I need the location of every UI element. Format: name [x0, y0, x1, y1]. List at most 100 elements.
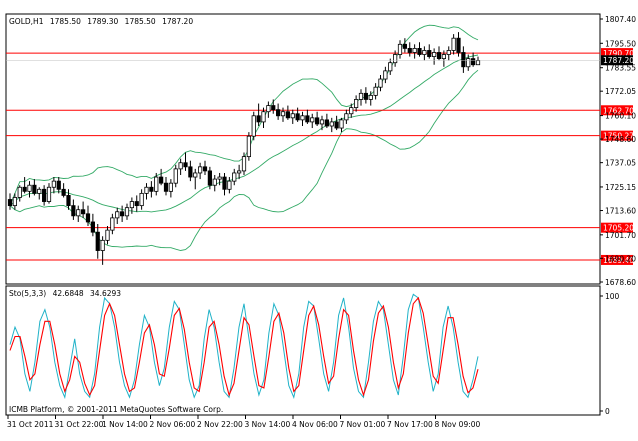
- candle[interactable]: [373, 83, 378, 100]
- candle[interactable]: [22, 177, 27, 194]
- candle[interactable]: [354, 95, 359, 112]
- candle[interactable]: [427, 44, 432, 59]
- candle[interactable]: [285, 105, 290, 120]
- candle[interactable]: [154, 172, 159, 196]
- candle[interactable]: [76, 205, 81, 222]
- candle[interactable]: [280, 107, 286, 122]
- candle[interactable]: [81, 201, 86, 218]
- candle[interactable]: [100, 236, 105, 265]
- candle[interactable]: [383, 66, 388, 84]
- candle[interactable]: [393, 50, 398, 67]
- candle[interactable]: [246, 132, 251, 161]
- candle[interactable]: [149, 181, 154, 198]
- candle[interactable]: [456, 32, 461, 57]
- candle[interactable]: [12, 193, 17, 210]
- candle[interactable]: [237, 164, 242, 180]
- candle[interactable]: [358, 89, 364, 106]
- candle[interactable]: [349, 103, 354, 118]
- candle[interactable]: [124, 203, 130, 220]
- candle[interactable]: [412, 44, 417, 59]
- candle[interactable]: [329, 117, 334, 133]
- candle[interactable]: [436, 46, 442, 61]
- candle[interactable]: [446, 46, 451, 61]
- candle[interactable]: [66, 189, 71, 210]
- candle[interactable]: [471, 52, 476, 67]
- candle[interactable]: [144, 183, 149, 200]
- candle[interactable]: [163, 177, 169, 196]
- candle[interactable]: [466, 54, 471, 71]
- candle[interactable]: [397, 40, 403, 59]
- candle[interactable]: [193, 168, 198, 190]
- candle[interactable]: [198, 162, 203, 180]
- candle[interactable]: [159, 168, 164, 186]
- candle[interactable]: [271, 99, 276, 114]
- candle[interactable]: [378, 74, 383, 92]
- candle[interactable]: [402, 38, 407, 53]
- candle[interactable]: [17, 185, 22, 202]
- candle[interactable]: [339, 117, 344, 133]
- candle[interactable]: [432, 48, 437, 65]
- candle[interactable]: [241, 152, 247, 176]
- candle[interactable]: [173, 164, 178, 188]
- candle[interactable]: [139, 189, 144, 210]
- candle[interactable]: [217, 172, 222, 186]
- candle[interactable]: [407, 42, 412, 57]
- candle[interactable]: [422, 46, 427, 61]
- candle[interactable]: [290, 109, 295, 124]
- candle[interactable]: [212, 175, 217, 192]
- candle[interactable]: [232, 168, 237, 186]
- candle[interactable]: [227, 177, 232, 194]
- candle[interactable]: [251, 111, 256, 141]
- candle[interactable]: [105, 226, 110, 245]
- candle[interactable]: [417, 42, 422, 57]
- candle[interactable]: [90, 213, 95, 237]
- candle[interactable]: [388, 58, 393, 75]
- candle[interactable]: [61, 183, 66, 198]
- candle[interactable]: [183, 152, 188, 171]
- candle[interactable]: [475, 56, 481, 66]
- candle[interactable]: [256, 103, 261, 126]
- candle[interactable]: [276, 103, 281, 120]
- candle[interactable]: [461, 46, 466, 73]
- candle[interactable]: [261, 107, 266, 129]
- candle[interactable]: [368, 91, 373, 106]
- candle[interactable]: [32, 179, 37, 196]
- candle[interactable]: [37, 187, 42, 200]
- candle[interactable]: [305, 109, 310, 124]
- candle[interactable]: [42, 185, 47, 206]
- candle[interactable]: [334, 115, 339, 131]
- candle[interactable]: [27, 181, 32, 198]
- candle[interactable]: [51, 177, 56, 194]
- stochastic-panel[interactable]: [5, 285, 601, 416]
- candle[interactable]: [441, 50, 446, 67]
- candle[interactable]: [95, 224, 100, 259]
- candle[interactable]: [71, 199, 76, 220]
- candle[interactable]: [451, 34, 456, 55]
- candle[interactable]: [222, 172, 227, 196]
- candle[interactable]: [344, 109, 349, 124]
- candle[interactable]: [324, 113, 329, 129]
- candle[interactable]: [178, 158, 183, 176]
- candle[interactable]: [7, 193, 13, 210]
- candle[interactable]: [56, 177, 61, 194]
- candle[interactable]: [115, 207, 120, 225]
- candle[interactable]: [202, 160, 208, 176]
- candle[interactable]: [300, 111, 305, 126]
- candle[interactable]: [168, 179, 173, 198]
- candle[interactable]: [129, 197, 134, 214]
- candle[interactable]: [310, 113, 315, 129]
- candle[interactable]: [207, 166, 212, 190]
- candle[interactable]: [46, 183, 52, 204]
- candle[interactable]: [134, 195, 139, 212]
- candle[interactable]: [85, 205, 91, 227]
- candle[interactable]: [266, 101, 271, 118]
- candle[interactable]: [120, 205, 125, 222]
- candle[interactable]: [295, 107, 300, 122]
- candle[interactable]: [110, 213, 115, 235]
- candle[interactable]: [319, 115, 325, 131]
- candle[interactable]: [188, 160, 193, 182]
- candle[interactable]: [363, 87, 368, 104]
- candle[interactable]: [315, 111, 320, 126]
